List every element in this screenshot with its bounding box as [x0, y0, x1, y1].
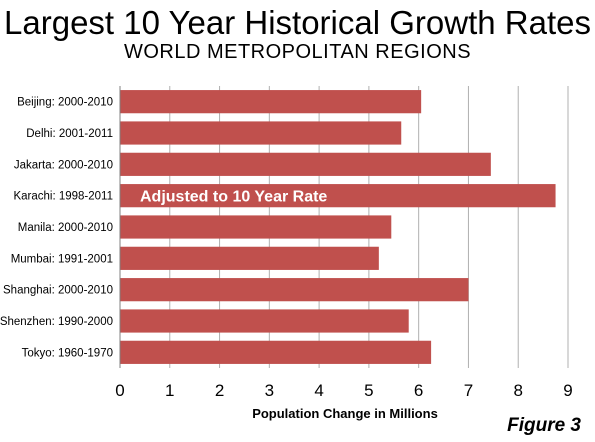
category-labels: Beijing: 2000-2010 Delhi: 2001-2011 Jakart…	[0, 97, 113, 360]
figure-label: Figure 3	[507, 415, 581, 436]
category-label: Shanghai: 2000-2010	[3, 285, 113, 297]
category-label: Beijing: 2000-2010	[17, 97, 113, 109]
x-tick-label: 4	[314, 381, 323, 400]
bar	[120, 152, 491, 176]
x-axis-label: Population Change in Millions	[252, 406, 438, 421]
x-tick-label: 5	[364, 381, 373, 400]
category-label: Karachi: 1998-2011	[13, 191, 113, 203]
category-label: Manila: 2000-2010	[18, 222, 113, 234]
bar	[120, 121, 402, 145]
category-label: Shenzhen: 1990-2000	[0, 316, 113, 328]
x-tick-label: 2	[215, 381, 224, 400]
x-tick-label: 9	[563, 381, 572, 400]
x-tick-label: 3	[265, 381, 274, 400]
bar	[120, 340, 432, 364]
x-tick-labels: 0 1 2 3 4 5 6 7 8 9	[115, 381, 572, 400]
chart-title: Largest 10 Year Historical Growth Rates	[4, 4, 591, 41]
bars	[120, 90, 556, 364]
bar	[120, 278, 469, 302]
category-label: Tokyo: 1960-1970	[22, 347, 113, 359]
x-tick-label: 0	[115, 381, 124, 400]
bar	[120, 90, 422, 114]
x-tick-label: 6	[414, 381, 423, 400]
category-label: Delhi: 2001-2011	[26, 128, 113, 140]
annotation-label: Adjusted to 10 Year Rate	[140, 189, 327, 206]
bar	[120, 184, 556, 208]
bar	[120, 215, 392, 239]
x-tick-label: 1	[165, 381, 174, 400]
bar	[120, 309, 409, 333]
x-tick-label: 7	[464, 381, 473, 400]
x-tick-label: 8	[513, 381, 522, 400]
bar	[120, 246, 379, 270]
category-label: Jakarta: 2000-2010	[14, 159, 113, 171]
chart-subtitle: WORLD METROPOLITAN REGIONS	[123, 41, 472, 63]
category-label: Mumbai: 1991-2001	[11, 253, 113, 265]
